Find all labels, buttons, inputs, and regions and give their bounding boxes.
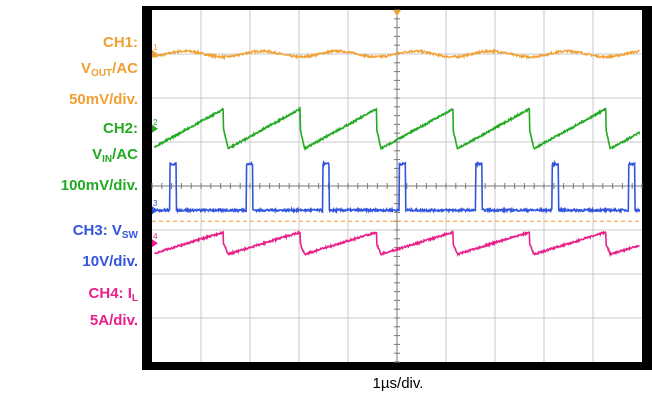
oscilloscope-display: 1 2 3 4	[142, 6, 652, 370]
ch1-scale: 50mV/div.	[69, 91, 138, 108]
marker-label-ch3: 3	[153, 199, 158, 208]
ch3-label: CH3: VSW	[72, 222, 138, 241]
trace-ch1	[153, 48, 640, 61]
trigger-marker	[393, 10, 401, 16]
legend-ch1: CH1: VOUT/AC 50mV/div.	[69, 30, 138, 113]
time-scale-label: 1µs/div.	[372, 375, 424, 392]
legend-ch3: CH3: VSW 10V/div.	[73, 218, 138, 275]
marker-ch1	[152, 50, 158, 58]
ch1-quantity: VOUT/AC	[81, 60, 138, 79]
ch3-scale: 10V/div.	[82, 253, 138, 270]
ch2-label: CH2:	[102, 120, 138, 137]
ch1-label: CH1:	[102, 34, 138, 51]
scope-screen: 1 2 3 4	[151, 9, 643, 363]
ch4-scale: 5A/div.	[89, 312, 138, 329]
marker-label-ch2: 2	[153, 118, 158, 127]
marker-ch4	[152, 239, 158, 248]
marker-ch2	[152, 124, 158, 133]
legend-ch2: CH2: VIN/AC 100mV/div.	[61, 116, 138, 199]
marker-ch3	[152, 206, 158, 215]
trace-ch3	[153, 159, 641, 215]
trace-ch4	[154, 230, 640, 258]
trace-ch2	[153, 106, 641, 151]
marker-label-ch4: 4	[153, 232, 158, 241]
ch2-scale: 100mV/div.	[60, 177, 138, 194]
marker-label-ch1: 1	[153, 43, 158, 52]
ch4-label: CH4: IL	[88, 285, 138, 304]
legend-ch4: CH4: IL 5A/div.	[89, 283, 138, 332]
ch2-quantity: VIN/AC	[92, 146, 138, 165]
channel-legend: CH1: VOUT/AC 50mV/div. CH2: VIN/AC 100mV…	[0, 0, 138, 370]
